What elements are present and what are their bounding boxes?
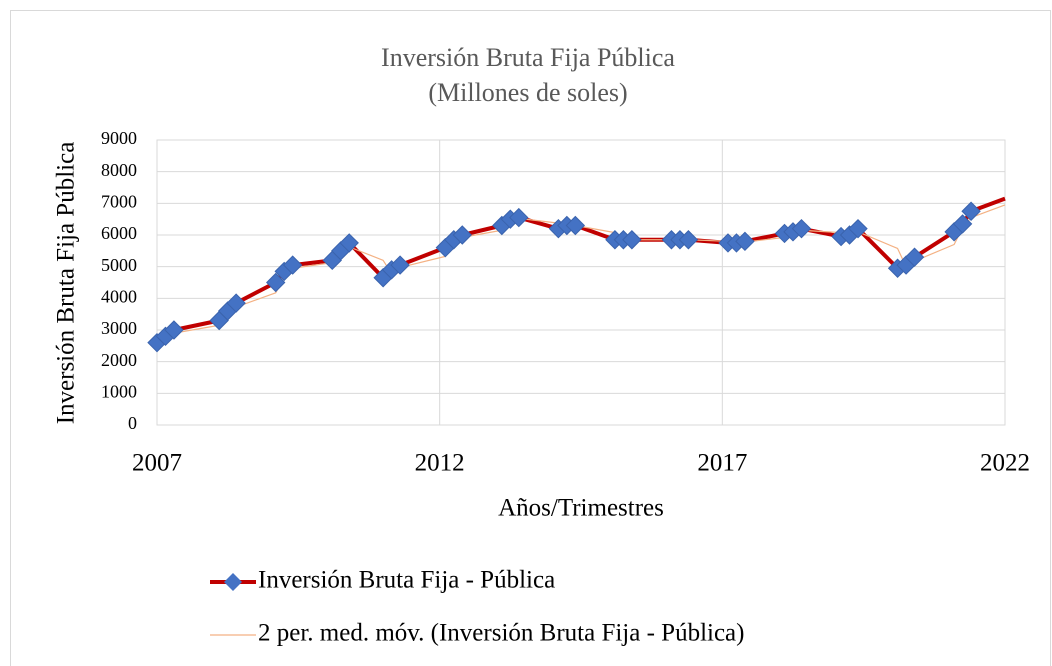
marker [226, 293, 246, 313]
legend-label: Inversión Bruta Fija - Pública [258, 567, 555, 594]
y-tick-label: 2000 [101, 350, 137, 370]
marker [848, 218, 868, 239]
legend-marker [224, 573, 242, 591]
marker [339, 233, 359, 253]
chart-subtitle: (Millones de soles) [428, 78, 627, 107]
x-axis-label: Años/Trimestres [498, 495, 664, 522]
marker [961, 201, 981, 221]
y-tick-label: 5000 [101, 255, 137, 275]
y-tick-label: 4000 [101, 286, 137, 306]
marker [735, 231, 755, 252]
marker [266, 272, 286, 293]
x-tick-label: 2017 [697, 450, 747, 477]
x-tick-label: 2022 [980, 450, 1030, 477]
y-tick-label: 7000 [101, 191, 137, 211]
marker [282, 255, 303, 275]
y-tick-label: 1000 [101, 381, 137, 401]
marker [622, 230, 642, 250]
plot-border [156, 139, 1006, 426]
marker [509, 207, 529, 228]
y-tick-label: 9000 [101, 128, 137, 148]
marker [904, 247, 925, 267]
chart-border [10, 10, 1051, 666]
marker [678, 230, 699, 250]
x-tick-label: 2012 [415, 450, 465, 477]
marker [565, 215, 586, 236]
chart-title: Inversión Bruta Fija Pública [381, 43, 675, 72]
x-tick-label: 2007 [132, 450, 182, 477]
legend-label: 2 per. med. móv. (Inversión Bruta Fija -… [258, 620, 744, 647]
marker [164, 320, 184, 340]
marker [952, 214, 973, 234]
y-tick-label: 3000 [101, 318, 137, 338]
y-tick-label: 0 [128, 413, 137, 433]
y-axis-label: Inversión Bruta Fija Pública [53, 142, 80, 425]
y-tick-label: 8000 [101, 160, 137, 180]
marker [390, 255, 410, 275]
marker [791, 218, 812, 239]
marker [452, 225, 472, 245]
y-tick-label: 6000 [101, 223, 137, 243]
